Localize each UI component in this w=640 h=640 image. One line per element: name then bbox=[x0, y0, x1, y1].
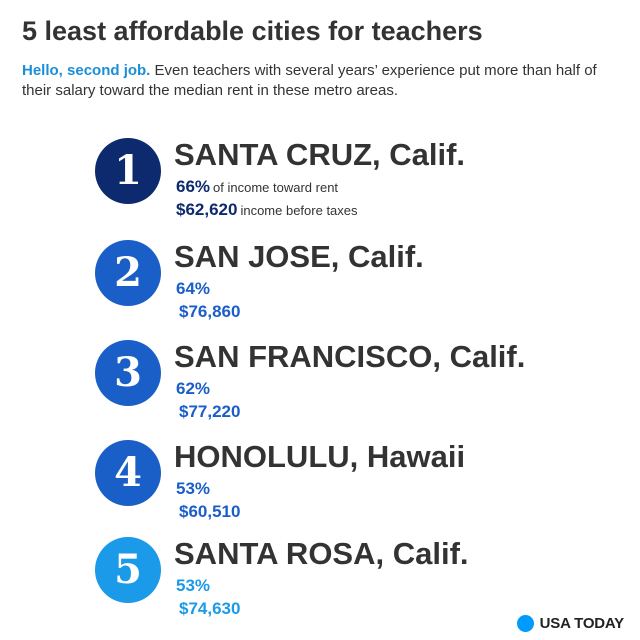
rent-percent-value: 64% bbox=[176, 279, 211, 298]
rank-badge: 5 bbox=[95, 537, 161, 603]
income-value: $77,220 bbox=[179, 402, 241, 421]
subtitle-text: Even teachers with several years’ experi… bbox=[22, 62, 597, 99]
city-name: SANTA CRUZ, Calif. bbox=[174, 137, 466, 172]
rank-row: 5 SANTA ROSA, Calif. 53% $74,630 bbox=[95, 534, 615, 629]
rent-percent-value: 53% bbox=[176, 479, 211, 498]
rank-badge: 1 bbox=[95, 138, 161, 204]
rent-percent-value: 53% bbox=[176, 576, 211, 595]
city-name: SAN FRANCISCO, Calif. bbox=[174, 339, 526, 374]
income: $62,620 income before taxes bbox=[176, 199, 358, 222]
rent-percent-value: 62% bbox=[176, 379, 211, 398]
rank-row: 4 HONOLULU, Hawaii 53% $60,510 bbox=[95, 437, 615, 532]
income-value: $62,620 bbox=[176, 200, 238, 219]
brand-name: USA TODAY bbox=[539, 615, 625, 632]
rent-percent-value: 66% bbox=[176, 177, 211, 196]
rent-percent-note: of income toward rent bbox=[213, 180, 339, 195]
subtitle-lead: Hello, second job. bbox=[22, 62, 151, 79]
income-value: $60,510 bbox=[179, 502, 241, 521]
city-name: SANTA ROSA, Calif. bbox=[174, 536, 469, 571]
rank-badge: 2 bbox=[95, 240, 161, 306]
chart-subtitle: Hello, second job. Even teachers with se… bbox=[22, 61, 622, 101]
rank-row: 2 SAN JOSE, Calif. 64% $76,860 bbox=[95, 237, 615, 332]
rank-badge: 4 bbox=[95, 440, 161, 506]
city-name: HONOLULU, Hawaii bbox=[174, 439, 466, 474]
income-value: $74,630 bbox=[179, 599, 241, 618]
rank-row: 3 SAN FRANCISCO, Calif. 62% $77,220 bbox=[95, 337, 615, 432]
income-note: income before taxes bbox=[240, 203, 358, 218]
brand-logo: USA TODAY bbox=[516, 615, 625, 632]
rank-badge: 3 bbox=[95, 340, 161, 406]
city-name: SAN JOSE, Calif. bbox=[174, 239, 424, 274]
rent-percent: 66% of income toward rent bbox=[176, 176, 338, 199]
rank-row: 1 SANTA CRUZ, Calif. 66% of income toward… bbox=[95, 135, 615, 230]
chart-title: 5 least affordable cities for teachers bbox=[22, 16, 483, 46]
income-value: $76,860 bbox=[179, 302, 241, 321]
brand-dot-icon bbox=[516, 615, 534, 632]
